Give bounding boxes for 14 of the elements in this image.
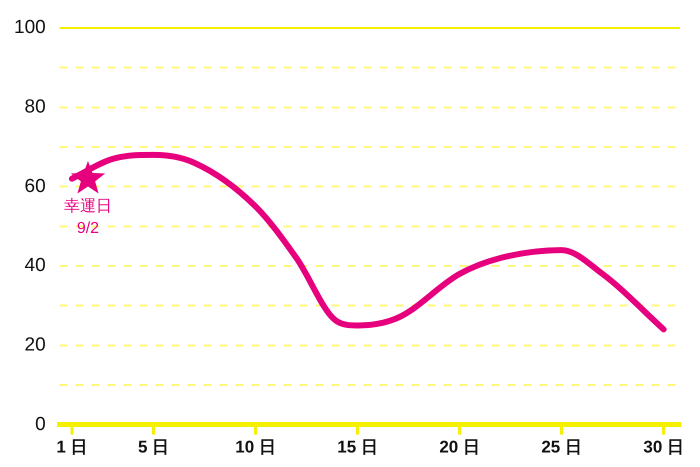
- x-tick-label: 1 日: [56, 437, 88, 456]
- y-tick-label: 100: [14, 17, 46, 38]
- x-tick-label: 25 日: [541, 437, 582, 456]
- x-tick-label: 30 日: [643, 437, 684, 456]
- y-tick-label: 20: [24, 334, 46, 356]
- y-tick-label: 60: [24, 176, 46, 197]
- x-tick-label: 20 日: [439, 437, 480, 456]
- annotation: 幸運日 9/2: [64, 197, 112, 238]
- x-tick-label: 10 日: [235, 437, 276, 456]
- y-tick-label: 0: [35, 414, 46, 435]
- x-tick-label: 15 日: [337, 437, 378, 456]
- x-tick-label: 5 日: [138, 437, 170, 456]
- y-tick-label: 80: [24, 96, 46, 118]
- y-tick-label: 40: [24, 255, 46, 276]
